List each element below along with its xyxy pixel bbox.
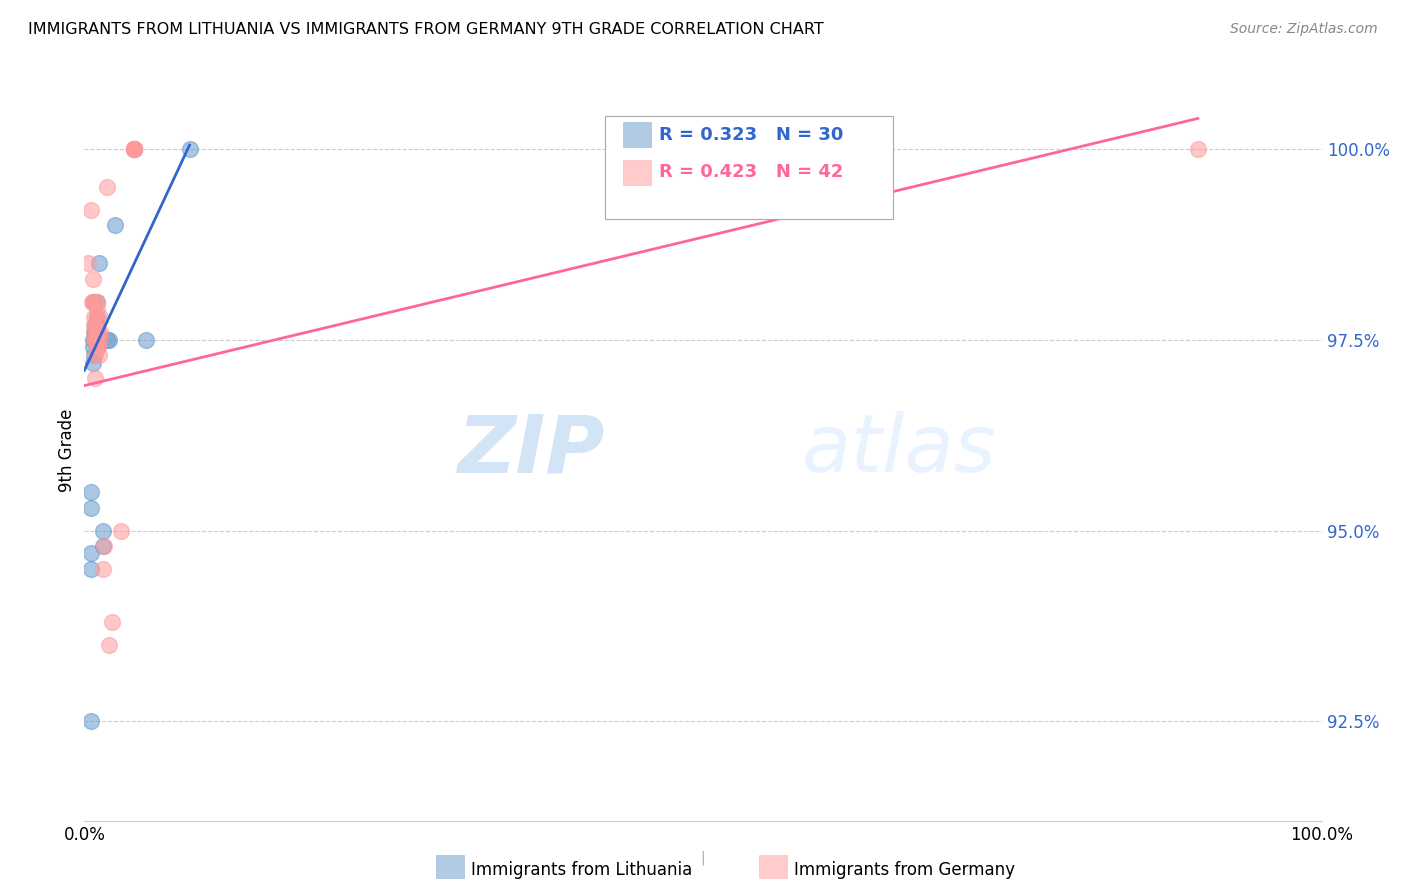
Point (86, 333, 108, 347)
Point (122, 142, 145, 156)
Point (89, 310, 111, 324)
Point (82, 271, 104, 285)
Text: R = 0.323   N = 30: R = 0.323 N = 30 (659, 126, 844, 144)
Point (83, 325, 105, 339)
Point (91, 539, 114, 553)
Point (91, 524, 114, 538)
Point (96, 333, 118, 347)
Point (86, 325, 108, 339)
Point (79, 547, 101, 561)
Point (122, 142, 145, 156)
Point (89, 256, 111, 270)
Point (82, 356, 104, 370)
Point (84, 318, 107, 332)
Text: atlas: atlas (801, 411, 997, 490)
Point (122, 142, 145, 156)
Text: Immigrants from Germany: Immigrants from Germany (794, 861, 1015, 879)
Point (86, 302, 108, 317)
Point (122, 142, 145, 156)
Point (84, 348, 107, 362)
Point (89, 325, 111, 339)
Point (84, 371, 107, 385)
Point (87, 340, 110, 354)
Point (82, 294, 104, 309)
Point (122, 142, 145, 156)
Point (87, 325, 110, 339)
Point (89, 333, 111, 347)
Point (79, 562, 101, 576)
Point (91, 562, 114, 576)
Point (86, 294, 108, 309)
Point (82, 333, 104, 347)
Point (77, 256, 100, 270)
Text: Immigrants from Lithuania: Immigrants from Lithuania (471, 861, 692, 879)
Point (83, 294, 105, 309)
Point (122, 142, 145, 156)
Point (98, 333, 121, 347)
Point (79, 485, 101, 500)
Point (83, 318, 105, 332)
Point (83, 333, 105, 347)
Point (82, 340, 104, 354)
Point (1187, 142, 1209, 156)
Point (179, 142, 201, 156)
Y-axis label: 9th Grade: 9th Grade (58, 409, 76, 492)
Text: R = 0.423   N = 42: R = 0.423 N = 42 (659, 163, 844, 181)
Point (79, 714, 101, 729)
Text: ZIP: ZIP (457, 411, 605, 490)
Point (110, 524, 132, 538)
Point (83, 310, 105, 324)
Point (83, 348, 105, 362)
Point (135, 333, 157, 347)
Point (84, 325, 107, 339)
Point (98, 638, 121, 652)
Point (93, 539, 115, 553)
Text: IMMIGRANTS FROM LITHUANIA VS IMMIGRANTS FROM GERMANY 9TH GRADE CORRELATION CHART: IMMIGRANTS FROM LITHUANIA VS IMMIGRANTS … (28, 22, 824, 37)
Point (84, 333, 107, 347)
Point (86, 325, 108, 339)
Point (89, 348, 111, 362)
Point (122, 142, 145, 156)
Point (79, 202, 101, 217)
Point (86, 318, 108, 332)
Point (79, 500, 101, 515)
Point (86, 340, 108, 354)
Point (122, 142, 145, 156)
Point (84, 333, 107, 347)
Point (86, 333, 108, 347)
Point (83, 294, 105, 309)
Text: |: | (700, 851, 706, 865)
Text: Source: ZipAtlas.com: Source: ZipAtlas.com (1230, 22, 1378, 37)
Point (89, 333, 111, 347)
Point (87, 333, 110, 347)
Point (80, 294, 103, 309)
Point (104, 219, 127, 233)
Point (86, 294, 108, 309)
Point (86, 340, 108, 354)
Point (83, 325, 105, 339)
Point (83, 333, 105, 347)
Point (96, 180, 118, 194)
Point (86, 310, 108, 324)
Point (100, 615, 122, 630)
Point (86, 333, 108, 347)
Point (86, 310, 108, 324)
